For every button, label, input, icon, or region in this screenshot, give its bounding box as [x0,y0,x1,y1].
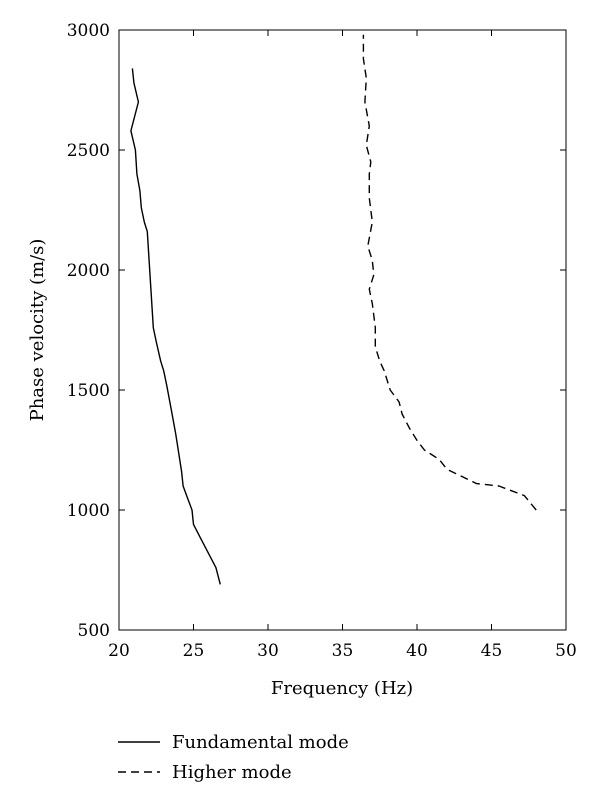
y-tick-label: 1500 [67,381,110,401]
x-tick-label: 50 [555,641,577,661]
x-tick-label: 40 [406,641,428,661]
legend: Fundamental mode Higher mode [118,732,349,783]
x-axis-label: Frequency (Hz) [271,678,413,699]
y-tick-label: 500 [78,621,110,641]
y-tick-label: 1000 [67,501,110,521]
series-line-higher-mode [362,34,537,511]
x-tick-label: 35 [332,641,354,661]
legend-label-fundamental-mode: Fundamental mode [172,732,349,753]
y-tick-label: 3000 [67,21,110,41]
series-line-fundamental-mode [130,68,221,585]
x-axis-ticks: 20 25 30 35 40 45 50 [108,30,577,661]
series-layer [130,34,537,585]
y-tick-label: 2000 [67,261,110,281]
x-tick-label: 30 [257,641,279,661]
legend-label-higher-mode: Higher mode [172,762,292,783]
x-tick-label: 20 [108,641,130,661]
x-tick-label: 25 [183,641,205,661]
x-tick-label: 45 [481,641,503,661]
y-axis-ticks: 500 1000 1500 2000 2500 3000 [67,21,566,641]
y-tick-label: 2500 [67,141,110,161]
y-axis-label: Phase velocity (m/s) [27,239,48,422]
